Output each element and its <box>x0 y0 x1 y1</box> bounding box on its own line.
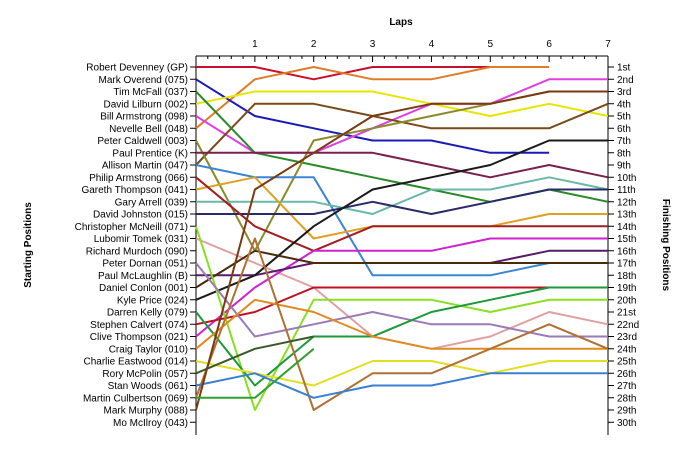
series-line <box>195 102 609 166</box>
series-line <box>195 237 608 338</box>
starting-position-label: Allison Martin (047) <box>102 161 188 172</box>
starting-position-label: Robert Devenney (GP) <box>86 63 188 74</box>
finishing-position-label: 28th <box>617 393 636 404</box>
series-line <box>195 298 608 350</box>
starting-position-label: Rory McPolin (057) <box>102 369 188 380</box>
right-axis-title: Finishing Positions <box>660 199 671 292</box>
series-line <box>195 225 608 411</box>
finishing-position-label: 18th <box>617 271 636 282</box>
starting-position-label: Gareth Thompson (041) <box>81 185 188 196</box>
finishing-position-label: 22nd <box>617 320 639 331</box>
x-tick-label: 5 <box>488 39 494 50</box>
series-line <box>195 335 314 375</box>
x-tick-label: 3 <box>370 39 376 50</box>
series-lines <box>195 66 609 411</box>
starting-position-label: David Lilburn (002) <box>104 99 189 110</box>
finishing-position-label: 8th <box>617 148 631 159</box>
starting-position-label: Peter Caldwell (003) <box>97 136 188 147</box>
axes <box>190 55 614 435</box>
series-line <box>195 176 608 252</box>
starting-position-label: Peter Dornan (051) <box>102 259 188 270</box>
finishing-position-label: 17th <box>617 259 636 270</box>
finishing-position-label: 3rd <box>617 87 631 98</box>
finishing-position-label: 2nd <box>617 75 634 86</box>
series-line <box>195 360 608 387</box>
starting-position-label: Kyle Price (024) <box>117 295 188 306</box>
x-tick-label: 2 <box>311 39 317 50</box>
finishing-position-label: 13th <box>617 210 636 221</box>
starting-position-label: Lubomir Tomek (031) <box>94 234 188 245</box>
series-line <box>195 90 609 203</box>
series-line <box>195 66 550 130</box>
finishing-position-label: 20th <box>617 295 636 306</box>
finishing-position-label: 14th <box>617 222 636 233</box>
x-tick-label: 4 <box>429 39 435 50</box>
finishing-position-label: 4th <box>617 99 631 110</box>
starting-position-label: Mark Overend (075) <box>99 75 188 86</box>
finishing-position-label: 26th <box>617 369 636 380</box>
finishing-position-label: 16th <box>617 246 636 257</box>
finishing-position-label: 7th <box>617 136 631 147</box>
starting-position-label: Nevelle Bell (048) <box>109 124 188 135</box>
starting-position-label: Stephen Calvert (074) <box>90 320 188 331</box>
series-line <box>195 78 550 154</box>
finishing-position-label: 25th <box>617 357 636 368</box>
finishing-position-label: 15th <box>617 234 636 245</box>
starting-position-label: Daniel Conlon (001) <box>99 283 188 294</box>
series-line <box>195 286 608 326</box>
series-line <box>195 262 608 338</box>
starting-position-label: Mark Murphy (088) <box>104 406 188 417</box>
finishing-position-label: 27th <box>617 381 636 392</box>
series-line <box>196 188 608 215</box>
series-line <box>195 249 608 289</box>
starting-position-label: Paul McLaughlin (B) <box>98 271 188 282</box>
x-tick-label: 6 <box>546 39 552 50</box>
finishing-position-label: 5th <box>617 112 631 123</box>
finishing-position-label: 24th <box>617 344 636 355</box>
finishing-position-label: 29th <box>617 406 636 417</box>
series-line <box>195 237 609 350</box>
finishing-position-label: 30th <box>617 418 636 429</box>
starting-position-label: Martin Culbertson (069) <box>83 393 188 404</box>
series-line <box>195 90 608 411</box>
starting-position-label: Stan Woods (061) <box>108 381 188 392</box>
series-line <box>195 372 608 399</box>
finishing-position-label: 23rd <box>617 332 637 343</box>
finishing-position-label: 9th <box>617 161 631 172</box>
starting-position-label: Richard Murdoch (090) <box>86 246 188 257</box>
series-line <box>195 90 609 117</box>
starting-position-label: Bill Armstrong (098) <box>100 112 188 123</box>
axis-labels: 1 2 3 4 5 6 7 Robert Devenney (GP)Mark Overend … <box>75 39 640 429</box>
finishing-position-label: 10th <box>617 173 636 184</box>
starting-position-label: Craig Taylor (010) <box>109 344 188 355</box>
starting-position-label: Paul Prentice (K) <box>112 148 188 159</box>
x-tick-label: 7 <box>605 39 611 50</box>
starting-position-label: Charlie Eastwood (014) <box>84 357 189 368</box>
left-axis-title: Starting Positions <box>23 202 34 288</box>
starting-position-label: Christopher McNeill (071) <box>75 222 188 233</box>
finishing-position-label: 11th <box>617 185 636 196</box>
series-line <box>196 348 315 399</box>
finishing-position-label: 12th <box>617 197 636 208</box>
series-line <box>195 164 608 277</box>
series-line <box>196 176 609 215</box>
starting-position-label: Gary Arrell (039) <box>115 197 188 208</box>
x-tick-label: 1 <box>252 39 258 50</box>
starting-position-label: Darren Kelly (079) <box>107 308 188 319</box>
finishing-position-label: 19th <box>617 283 636 294</box>
series-line <box>196 151 609 179</box>
starting-position-label: Clive Thompson (021) <box>90 332 188 343</box>
x-axis-title: Laps <box>389 17 413 28</box>
starting-position-label: David Johnston (015) <box>93 210 188 221</box>
starting-position-label: Philip Armstrong (066) <box>89 173 188 184</box>
starting-position-label: Tim McFall (037) <box>113 87 188 98</box>
finishing-position-label: 21st <box>617 308 636 319</box>
finishing-position-label: 6th <box>617 124 631 135</box>
finishing-position-label: 1st <box>617 63 631 74</box>
series-line <box>195 237 609 411</box>
starting-position-label: Mo McIlroy (043) <box>113 418 188 429</box>
